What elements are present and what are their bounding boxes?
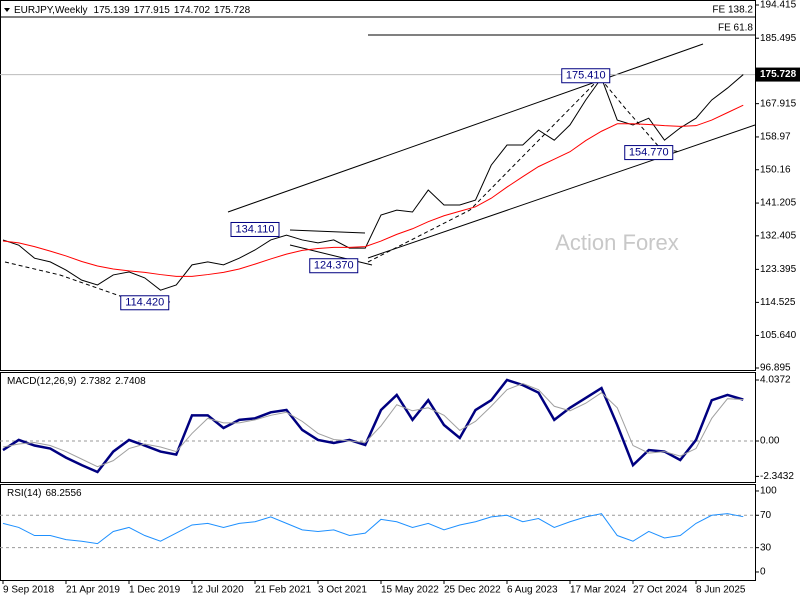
annotation-label: 124.370 xyxy=(314,260,354,272)
y-tick-label: 158.97 xyxy=(760,132,791,143)
header-item: 175.728 xyxy=(214,5,251,16)
y-tick-label: 167.915 xyxy=(760,98,797,109)
y-tick-label: 185.495 xyxy=(760,33,797,44)
y-tick-label: 30 xyxy=(760,542,772,553)
indicator-header: RSI(14) 68.2556 xyxy=(7,488,82,499)
y-tick-label: 141.205 xyxy=(760,198,797,209)
x-tick-label: 21 Feb 2021 xyxy=(255,585,312,596)
annotation-label: 154.770 xyxy=(629,146,669,158)
y-tick-label: 123.395 xyxy=(760,264,797,275)
x-tick-label: 1 Dec 2019 xyxy=(129,585,181,596)
header-item: 68.2556 xyxy=(45,488,82,499)
channel-lower xyxy=(367,124,756,259)
annotation-box xyxy=(120,295,170,311)
price-box xyxy=(756,67,800,82)
y-tick-label: 0.00 xyxy=(760,436,780,447)
annotation-box xyxy=(230,221,280,237)
header-item: 2.7408 xyxy=(115,376,146,387)
triangle-top xyxy=(289,229,366,234)
series-line xyxy=(2,383,744,468)
annotation-box xyxy=(309,258,359,274)
header-item: 2.7382 xyxy=(80,376,111,387)
fe-label: FE 138.2 xyxy=(712,5,753,16)
series-line xyxy=(2,378,744,474)
y-tick-label: 100 xyxy=(760,486,777,497)
x-tick-label: 27 Oct 2024 xyxy=(633,585,688,596)
x-tick-label: 21 Apr 2019 xyxy=(66,585,120,596)
y-tick-label: 70 xyxy=(760,510,772,521)
header-item: 175.139 xyxy=(94,5,131,16)
y-tick-label: -2.3432 xyxy=(760,471,794,482)
panel-frame xyxy=(0,372,756,483)
channel-upper xyxy=(227,43,704,213)
y-tick-label: 114.525 xyxy=(760,297,796,308)
x-tick-label: 3 Oct 2021 xyxy=(318,585,367,596)
y-tick-label: 105.640 xyxy=(760,330,797,341)
x-tick-label: 15 May 2022 xyxy=(381,585,439,596)
x-tick-label: 25 Dec 2022 xyxy=(444,585,501,596)
chart-header: EURJPY,Weekly 175.139 177.915 174.702 175.72… xyxy=(14,5,251,16)
indicator-header: MACD(12,26,9) 2.7382 2.7408 xyxy=(7,376,146,387)
header-item: 174.702 xyxy=(174,5,211,16)
x-tick-label: 6 Aug 2023 xyxy=(507,585,558,596)
annotation-label: 134.110 xyxy=(236,223,275,235)
y-tick-label: 194.415 xyxy=(760,0,797,11)
y-tick-label: 0 xyxy=(760,567,766,578)
zigzag xyxy=(4,261,171,303)
y-tick-label: 150.16 xyxy=(760,164,791,175)
annotation-box xyxy=(561,68,611,84)
x-tick-label: 12 Jul 2020 xyxy=(192,585,244,596)
y-tick-label: 4.0372 xyxy=(760,375,791,386)
y-tick-label: 132.405 xyxy=(760,230,797,241)
y-tick-label: 96.895 xyxy=(760,363,791,374)
price-box-label: 175.728 xyxy=(760,69,797,80)
annotation-label: 175.410 xyxy=(566,70,606,82)
x-tick-label: 9 Sep 2018 xyxy=(3,585,55,596)
header-item: 177.915 xyxy=(134,5,171,16)
panel-frame xyxy=(0,484,756,581)
x-tick-label: 8 Jun 2025 xyxy=(696,585,746,596)
panel-frame xyxy=(0,0,756,371)
header-icon xyxy=(4,8,10,12)
series-line xyxy=(2,104,744,277)
header-item: MACD(12,26,9) xyxy=(7,376,76,387)
watermark: Action Forex xyxy=(555,230,679,255)
header-item: EURJPY,Weekly xyxy=(14,5,88,16)
x-tick-label: 17 Mar 2024 xyxy=(570,585,627,596)
annotation-label: 114.420 xyxy=(125,297,164,309)
fe-label: FE 61.8 xyxy=(718,23,753,34)
annotation-box xyxy=(624,145,674,161)
series-line xyxy=(2,74,744,291)
triangle-bottom xyxy=(289,244,373,266)
channel-lines xyxy=(227,43,756,266)
header-item: RSI(14) xyxy=(7,488,41,499)
series-line xyxy=(2,513,744,545)
